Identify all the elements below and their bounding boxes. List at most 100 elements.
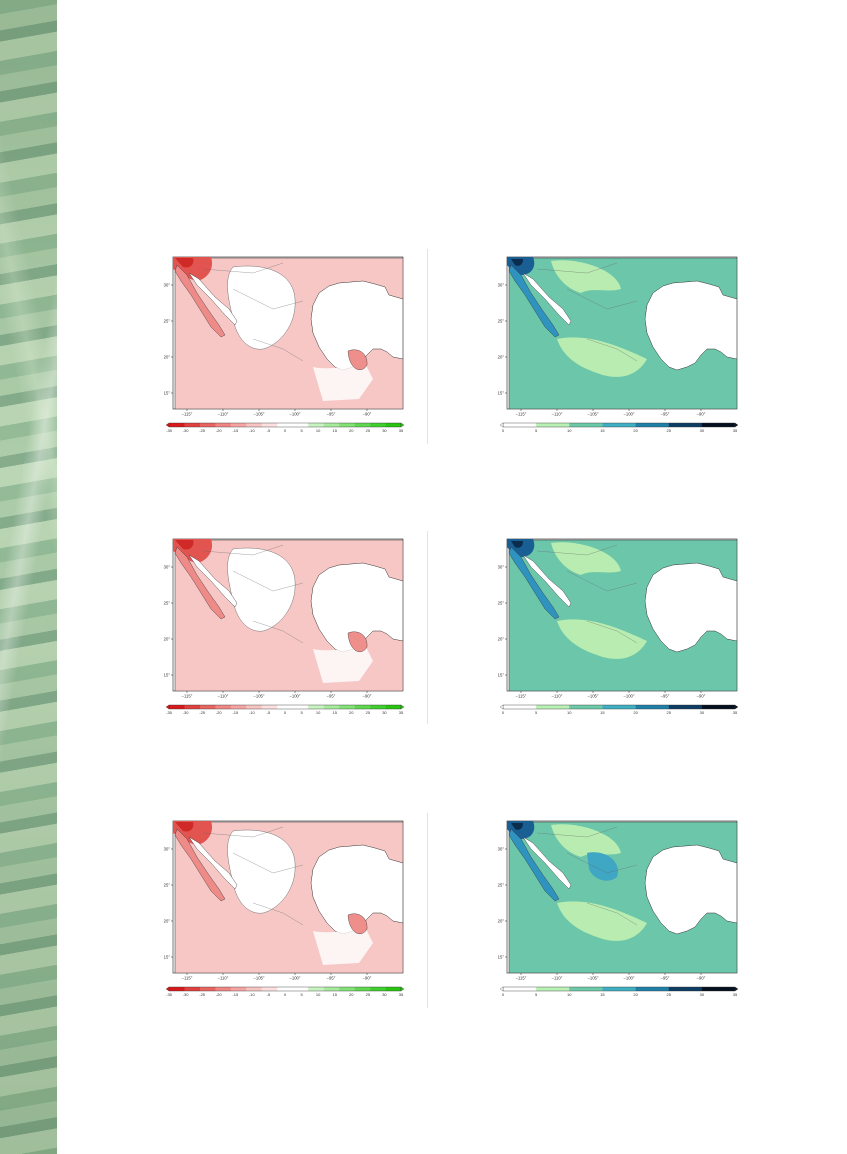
lat-tick-label: 25°	[164, 601, 171, 606]
colorbar-label: -20	[216, 992, 223, 997]
colorbar-label: 20	[633, 428, 638, 433]
lat-tick-label: 20°	[498, 355, 505, 360]
colorbar: -35 -30 -25 -20 -15 -10 -5 0 5 10 15 20 25 30 35	[165, 704, 405, 715]
colorbar-label: -25	[199, 428, 206, 433]
colorbar-label: 25	[366, 428, 371, 433]
land-shading	[508, 821, 737, 973]
colorbar-label: 30	[382, 710, 387, 715]
colorbar-arrow	[734, 986, 739, 992]
lon-tick-label: −105°	[253, 976, 264, 981]
colorbar-segment	[246, 987, 262, 991]
baja-california-peninsula	[174, 546, 226, 620]
colorbar-segment	[292, 423, 309, 427]
colorbar-label: -20	[216, 428, 223, 433]
lon-tick-label: −100°	[623, 694, 634, 699]
colorbar-segment	[169, 423, 185, 427]
lat-tick-label: 25°	[164, 883, 171, 888]
colorbar-segment	[668, 705, 703, 709]
colorbar-label: 25	[666, 710, 671, 715]
colorbar-segment	[277, 987, 293, 991]
colorbar-segment	[354, 987, 371, 991]
lon-tick-label: −105°	[587, 976, 598, 981]
lon-tick-label: −110°	[218, 412, 229, 417]
gulf-of-california	[522, 836, 572, 890]
magnitude-map-2: −115° −110° −105° −100° −95° −90° 30° 25° 20° 15°…	[497, 531, 742, 726]
colorbar-segment	[602, 987, 636, 991]
colorbar-segment	[323, 705, 340, 709]
baja-california-peninsula	[508, 828, 560, 902]
colorbar-segment	[323, 423, 340, 427]
panel-divider	[427, 249, 428, 444]
baja-california-peninsula	[508, 264, 560, 338]
lon-tick-label: −95°	[327, 976, 336, 981]
colorbar-segment	[261, 705, 278, 709]
colorbar-segment	[246, 423, 262, 427]
anomaly-map-1: −115° −110° −105° −100° −95° −90° 30° 25° 20° 15°…	[163, 249, 408, 444]
lat-tick-label: 25°	[498, 883, 505, 888]
colorbar-segment	[569, 705, 603, 709]
colorbar-segment	[503, 423, 537, 427]
magnitude-map-3: −115° −110° −105° −100° −95° −90° 30° 25° 20° 15°…	[497, 813, 742, 1008]
lon-tick-label: −95°	[661, 412, 670, 417]
lon-tick-label: −100°	[289, 694, 300, 699]
colorbar-label: 35	[399, 428, 404, 433]
lon-tick-label: −95°	[327, 694, 336, 699]
colorbar-label: -5	[267, 992, 271, 997]
lat-tick-label: 15°	[164, 391, 171, 396]
colorbar-arrow	[734, 704, 739, 710]
colorbar-label: 35	[399, 710, 404, 715]
colorbar-label: 30	[700, 428, 705, 433]
colorbar-label: 0	[284, 428, 287, 433]
colorbar-label: 15	[600, 710, 605, 715]
high-magnitude-region	[587, 852, 618, 881]
colorbar-segment	[602, 423, 636, 427]
lat-tick-label: 30°	[498, 847, 505, 852]
colorbar-label: 25	[666, 428, 671, 433]
lat-tick-label: 20°	[498, 919, 505, 924]
lat-tick-label: 20°	[164, 637, 171, 642]
colorbar-arrow	[499, 422, 504, 428]
colorbar-label: 35	[399, 992, 404, 997]
colorbar-label: 15	[332, 710, 337, 715]
colorbar-label: -10	[249, 710, 256, 715]
lat-tick-label: 15°	[164, 673, 171, 678]
decorative-foliage-sidebar	[0, 0, 57, 1154]
colorbar-label: 15	[332, 992, 337, 997]
colorbar-label: 20	[349, 428, 354, 433]
colorbar-segment	[503, 705, 537, 709]
colorbar-segment	[635, 423, 669, 427]
magnitude-map-1: −115° −110° −105° −100° −95° −90° 30° 25° 20° 15°…	[497, 249, 742, 444]
low-anomaly-region	[227, 547, 296, 632]
colorbar: 0 5 10 15 20 25 30 35	[499, 986, 739, 997]
colorbar-label: 35	[733, 992, 738, 997]
colorbar-label: -35	[166, 710, 173, 715]
anomaly-map-2: −115° −110° −105° −100° −95° −90° 30° 25° 20° 15°…	[163, 531, 408, 726]
colorbar-segment	[215, 705, 232, 709]
colorbar-label: -25	[199, 710, 206, 715]
colorbar: 0 5 10 15 20 25 30 35	[499, 422, 739, 433]
colorbar-segment	[385, 705, 402, 709]
colorbar-arrow	[499, 704, 504, 710]
colorbar-arrow	[165, 986, 170, 992]
lon-tick-label: −95°	[327, 412, 336, 417]
gulf-of-california	[522, 554, 572, 608]
colorbar-label: 10	[567, 710, 572, 715]
colorbar-segment	[199, 705, 216, 709]
colorbar-segment	[308, 987, 324, 991]
colorbar-segment	[169, 705, 185, 709]
colorbar-label: -15	[232, 710, 239, 715]
colorbar-label: 20	[633, 992, 638, 997]
colorbar-label: 25	[366, 710, 371, 715]
lat-tick-label: 25°	[164, 319, 171, 324]
lon-tick-label: −110°	[218, 694, 229, 699]
lon-tick-label: −110°	[552, 412, 563, 417]
colorbar-segment	[569, 987, 603, 991]
colorbar-label: -30	[183, 992, 190, 997]
colorbar-segment	[277, 423, 293, 427]
colorbar-segment	[635, 987, 669, 991]
colorbar-segment	[215, 423, 232, 427]
colorbar-segment	[503, 987, 537, 991]
lat-tick-label: 25°	[498, 319, 505, 324]
colorbar-label: -15	[232, 428, 239, 433]
lon-tick-label: −95°	[661, 694, 670, 699]
